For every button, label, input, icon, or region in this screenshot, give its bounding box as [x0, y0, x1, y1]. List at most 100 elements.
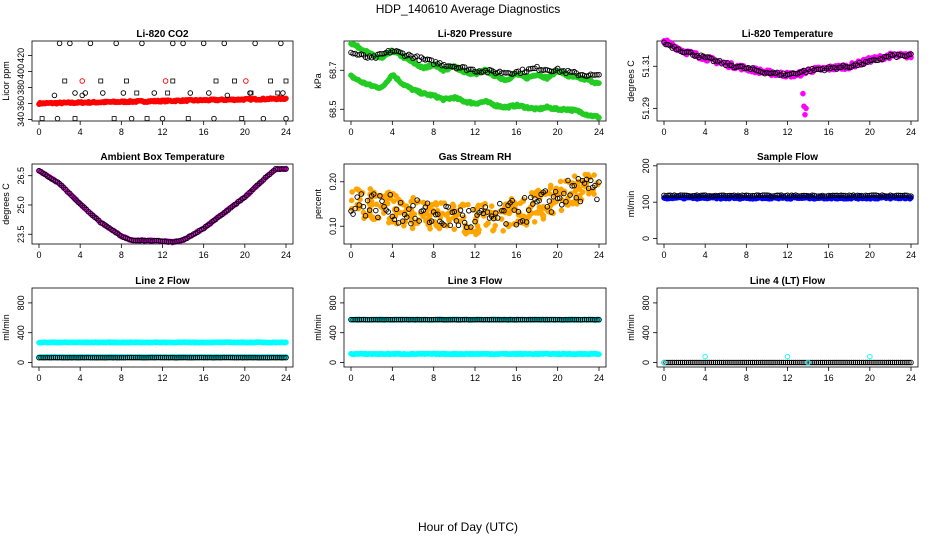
x-tick-label: 16: [199, 373, 209, 383]
data-point: [720, 359, 727, 366]
x-tick-label: 4: [78, 127, 83, 137]
data-point: [165, 354, 172, 361]
data-point: [377, 316, 383, 323]
data-point: [399, 218, 406, 224]
data-point: [797, 359, 803, 366]
data-point: [170, 40, 176, 47]
data-point: [788, 70, 795, 76]
y-tick-label: 23.5: [16, 225, 26, 243]
data-point: [665, 359, 671, 366]
x-tick-label: 0: [348, 250, 353, 260]
data-point: [463, 224, 470, 231]
data-point: [260, 354, 267, 361]
data-point: [377, 193, 383, 199]
data-point: [667, 359, 673, 366]
data-point: [515, 209, 522, 215]
data-point: [206, 90, 212, 96]
data-point: [869, 359, 875, 366]
data-point: [369, 215, 375, 222]
data-point: [356, 316, 363, 323]
data-point: [451, 208, 458, 215]
data-point: [895, 192, 902, 199]
data-point: [219, 354, 225, 361]
data-point: [72, 90, 78, 96]
data-point: [51, 92, 58, 99]
data-point: [708, 193, 715, 199]
data-point: [501, 208, 507, 214]
data-point: [556, 195, 563, 201]
data-point: [563, 316, 569, 323]
data-point: [361, 215, 367, 222]
data-point: [494, 215, 501, 221]
data-point: [408, 316, 414, 323]
data-point: [391, 316, 398, 323]
data-point: [587, 177, 594, 184]
x-tick-label: 4: [703, 250, 708, 260]
x-tick-label: 8: [431, 373, 436, 383]
data-point: [877, 56, 883, 62]
data-point: [350, 316, 356, 323]
data-point: [367, 186, 374, 192]
data-point: [492, 222, 499, 229]
panel-line-2-flow: Line 2 Flow ml/min 0 400 800 0 4 8 12 16 20 24: [1, 276, 294, 383]
data-point: [557, 178, 564, 185]
data-point: [211, 115, 217, 122]
series-rh: [348, 171, 601, 238]
data-point: [433, 202, 440, 208]
data-point: [760, 192, 766, 198]
data-point: [93, 355, 100, 361]
panel-line-4-lt-flow: Line 4 (LT) Flow ml/min 0 400 800 0 4 8 12 16 20 24: [626, 276, 919, 383]
x-tick-label: 4: [703, 127, 708, 137]
data-point: [126, 354, 133, 361]
data-point: [163, 238, 170, 245]
data-point: [706, 192, 713, 199]
panel-title: Line 4 (LT) Flow: [750, 276, 826, 287]
data-point: [906, 359, 912, 366]
data-point: [503, 221, 509, 227]
data-point: [56, 40, 63, 47]
data-point: [774, 359, 780, 366]
data-point: [809, 359, 815, 366]
data-point: [858, 359, 865, 366]
data-point: [879, 359, 885, 366]
data-point: [755, 359, 762, 366]
data-point: [459, 64, 466, 70]
x-tick-label: 16: [511, 250, 521, 260]
data-point: [525, 207, 532, 213]
y-axis-label: ml/min: [626, 314, 636, 341]
data-point: [513, 316, 520, 323]
data-point: [196, 354, 203, 361]
data-point: [256, 355, 262, 361]
data-point: [42, 354, 48, 361]
data-point: [180, 40, 186, 47]
data-point: [283, 354, 289, 361]
data-point: [803, 105, 809, 112]
y-tick-label: 360: [16, 96, 26, 111]
x-tick-label: 8: [119, 127, 124, 137]
data-point: [768, 359, 774, 366]
data-point: [360, 203, 367, 210]
data-point: [114, 355, 120, 361]
data-point: [445, 204, 451, 210]
data-point: [679, 192, 686, 198]
data-point: [362, 213, 369, 219]
data-point: [887, 359, 894, 366]
data-point: [278, 40, 284, 47]
data-point: [406, 316, 412, 323]
data-point: [565, 316, 571, 323]
data-point: [727, 359, 733, 366]
series-flow_hi: [36, 339, 289, 346]
data-point: [683, 359, 690, 366]
data-point: [102, 354, 108, 361]
data-point: [62, 78, 68, 84]
data-point: [281, 354, 287, 361]
panel-ambient-box-temperature: Ambient Box Temperature degrees C 23.5 25.0…: [1, 152, 294, 260]
data-point: [515, 316, 522, 323]
data-point: [753, 192, 760, 198]
x-tick-label: 0: [36, 373, 41, 383]
data-point: [897, 359, 904, 366]
data-point: [718, 359, 725, 366]
data-point: [747, 193, 754, 199]
series-mean: [36, 165, 289, 245]
